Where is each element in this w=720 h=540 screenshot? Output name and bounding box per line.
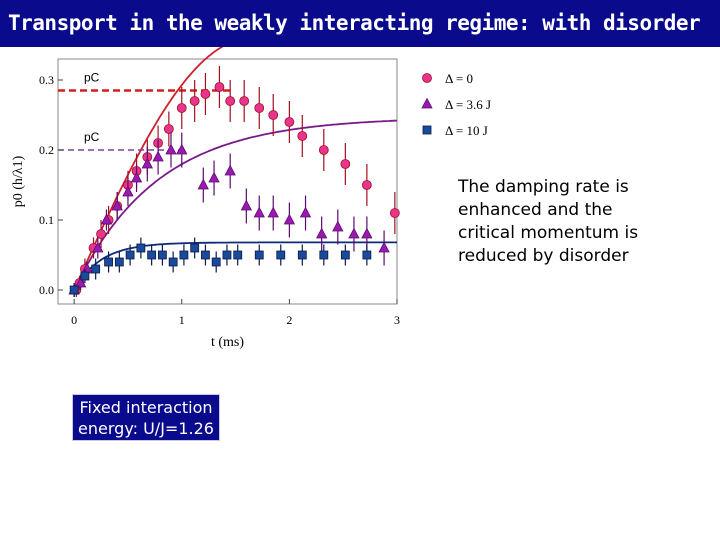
plot-border [57, 58, 398, 305]
data-point [297, 131, 308, 141]
pc-label: pC [84, 130, 100, 144]
data-point [239, 96, 250, 106]
data-point [122, 185, 134, 197]
data-point [114, 257, 124, 267]
data-point [201, 250, 210, 260]
fit-curves [73, 47, 398, 291]
data-point [254, 250, 264, 260]
data-point [96, 229, 106, 239]
y-tick-label: 0.1 [39, 213, 54, 227]
data-point [130, 171, 143, 183]
data-point [340, 159, 351, 169]
data-point [299, 206, 312, 218]
data-point [74, 276, 87, 288]
data-point [361, 180, 372, 190]
data-point [224, 164, 236, 176]
fit-curve-delta-36 [73, 119, 398, 291]
data-point [189, 96, 200, 106]
data-point [214, 82, 225, 92]
legend-marker [421, 97, 433, 109]
data-point [389, 208, 400, 218]
data-point [253, 206, 265, 218]
data-point [147, 250, 157, 260]
x-tick-label: 2 [286, 313, 292, 327]
data-point [268, 110, 279, 120]
data-point [362, 250, 372, 260]
data-point [111, 199, 123, 211]
legend-marker [422, 125, 432, 135]
data-point [361, 227, 373, 239]
data-point [165, 143, 177, 155]
legend-label: Δ = 10 J [445, 123, 488, 138]
axes: 0 1 2 3 0.0 0.1 0.2 0.3 t (ms) p0 (h/λ1) [11, 73, 400, 350]
data-markers [68, 66, 400, 297]
data-point [152, 150, 164, 162]
data-point [208, 171, 220, 183]
data-point [240, 199, 252, 211]
pc-lines: pC pC [58, 71, 231, 151]
y-tick-label: 0.0 [39, 283, 54, 297]
data-point [284, 117, 295, 127]
legend-label: Δ = 0 [445, 71, 473, 86]
x-axis-label: t (ms) [211, 335, 244, 350]
plot-frame [57, 58, 398, 305]
data-point [267, 206, 279, 218]
data-point [176, 103, 187, 113]
data-point [104, 257, 113, 267]
fit-curve-delta-10 [73, 241, 397, 291]
data-point [225, 96, 236, 106]
data-point [157, 250, 167, 260]
data-point [141, 157, 153, 169]
plot-area: pC pC 0 1 2 3 0.0 0.1 0.2 0.3 t (ms) p0 (h/λ1) Δ =… [11, 47, 491, 350]
x-tick-label: 1 [179, 313, 185, 327]
legend-label: Δ = 3.6 J [445, 97, 491, 112]
data-point [100, 213, 113, 225]
data-point [318, 145, 329, 155]
x-tick-label: 0 [71, 313, 77, 327]
data-point [276, 250, 286, 260]
data-point [348, 227, 360, 239]
data-point [80, 271, 90, 281]
data-point [69, 285, 79, 295]
legend: Δ = 0 Δ = 3.6 J Δ = 10 J [421, 71, 491, 138]
data-point [254, 103, 265, 113]
data-point [297, 250, 307, 260]
data-point [340, 250, 350, 260]
data-point [200, 89, 211, 99]
data-point [378, 241, 390, 253]
y-axis-label: p0 (h/λ1) [11, 155, 26, 207]
data-point [332, 220, 344, 232]
data-point [136, 243, 146, 253]
data-point [91, 264, 101, 274]
annotation-text: The damping rate is enhanced and the cri… [458, 177, 639, 266]
data-point [211, 257, 221, 267]
pc-label: pC [84, 71, 100, 85]
data-point [168, 257, 178, 267]
x-tick-label: 3 [394, 313, 400, 327]
data-point [222, 250, 232, 260]
data-point [190, 243, 200, 253]
y-tick-label: 0.3 [39, 73, 54, 87]
title-bar: Transport in the weakly interacting regi… [0, 0, 720, 47]
data-point [176, 143, 188, 155]
data-point [283, 213, 296, 225]
data-point [92, 241, 104, 253]
interaction-energy-box: Fixed interaction energy: U/J=1.26 [72, 394, 220, 441]
data-point [319, 250, 329, 260]
data-point [233, 250, 243, 260]
data-point [163, 124, 174, 134]
fit-curve-delta-0 [73, 47, 224, 291]
data-point [197, 178, 209, 190]
legend-marker [422, 73, 432, 83]
data-point [316, 227, 328, 239]
y-tick-label: 0.2 [39, 143, 54, 157]
data-point [125, 250, 135, 260]
slide-title: Transport in the weakly interacting regi… [8, 11, 701, 35]
data-point [179, 250, 189, 260]
